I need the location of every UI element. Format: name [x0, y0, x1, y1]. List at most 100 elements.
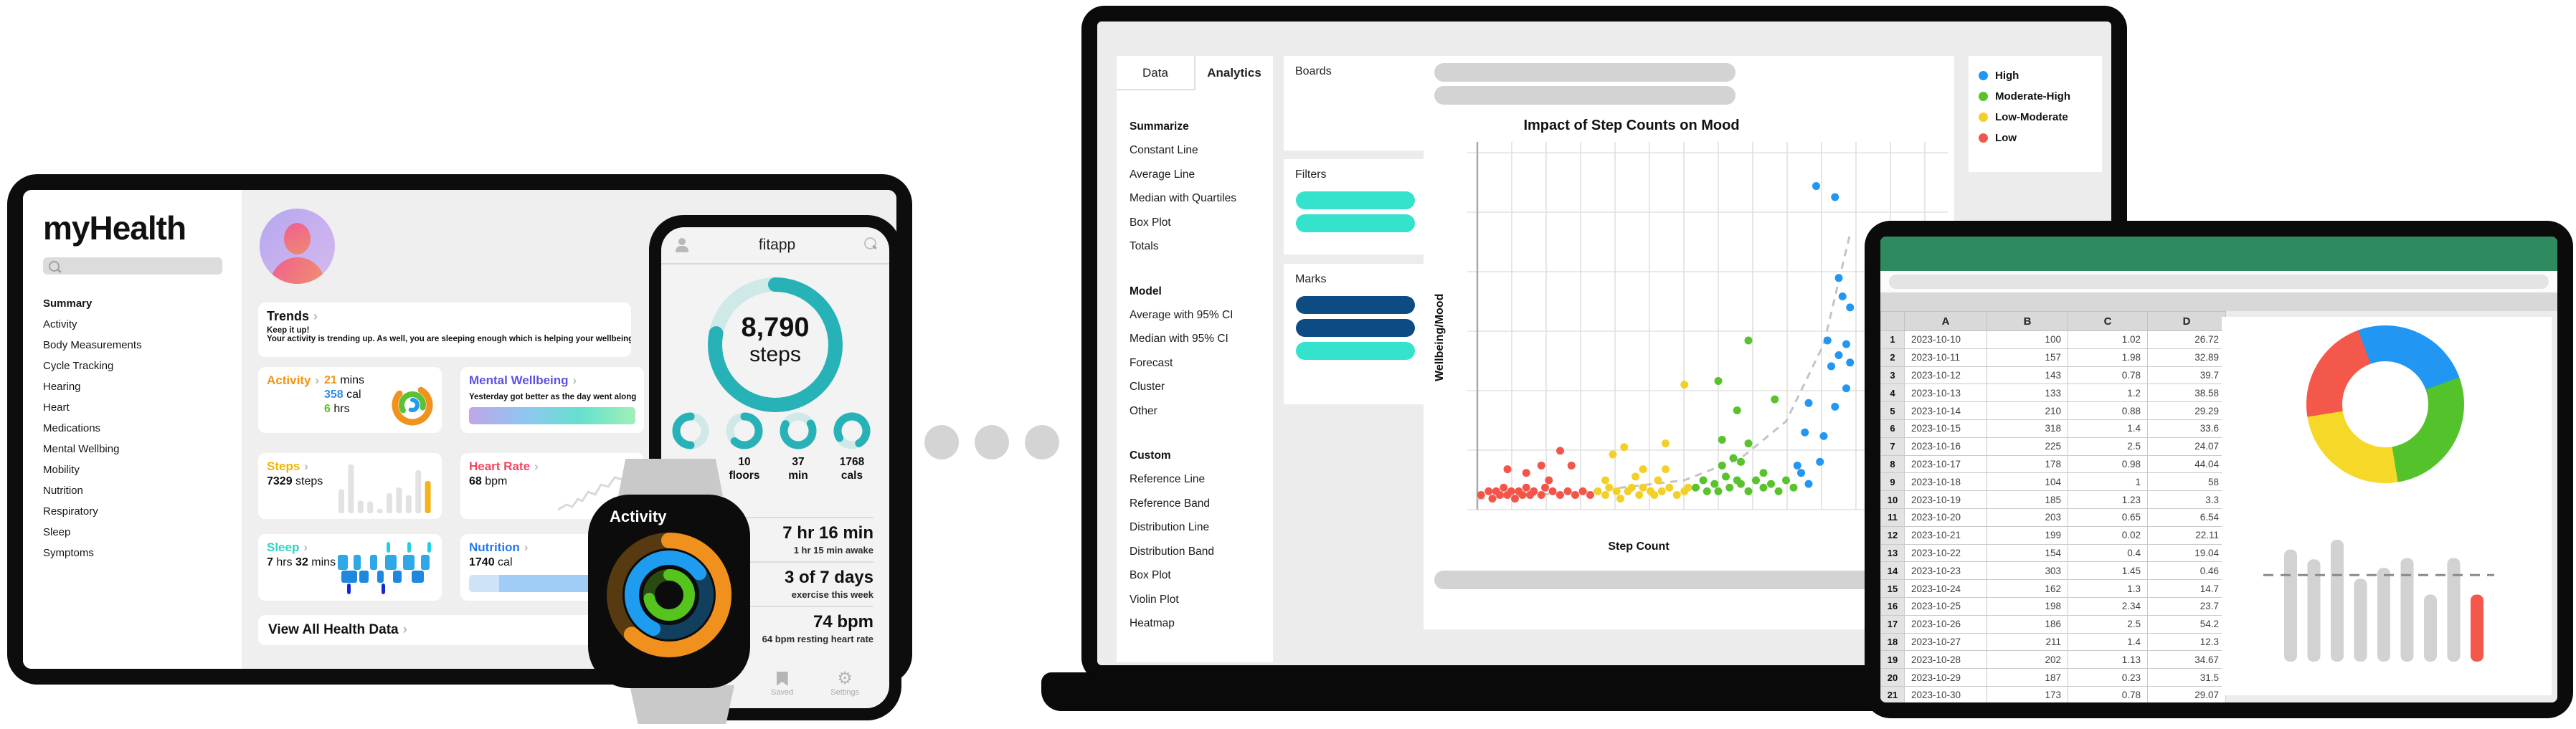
mark-pill[interactable]	[1296, 319, 1415, 337]
column-header-D[interactable]: D	[2147, 311, 2226, 331]
cell[interactable]: 1.13	[2068, 650, 2148, 670]
cell[interactable]: 0.65	[2068, 508, 2148, 527]
row-number[interactable]: 9	[1880, 472, 1905, 492]
cell[interactable]: 1	[2068, 472, 2148, 492]
row-number[interactable]: 17	[1880, 614, 1905, 634]
analytics-item-average-line[interactable]: Average Line	[1130, 168, 1195, 181]
mark-pill[interactable]	[1296, 296, 1415, 314]
analytics-item-median-with-quartiles[interactable]: Median with Quartiles	[1130, 192, 1237, 204]
row-number[interactable]: 3	[1880, 366, 1905, 385]
sleep-card[interactable]: Sleep 7 hrs 32 mins	[258, 534, 442, 601]
row-number[interactable]: 11	[1880, 508, 1905, 527]
cell[interactable]: 0.02	[2068, 525, 2148, 545]
mini-ring[interactable]	[833, 411, 871, 450]
cell[interactable]: 203	[1987, 508, 2068, 527]
analytics-item-distribution-band[interactable]: Distribution Band	[1130, 545, 1215, 558]
analytics-item-box-plot[interactable]: Box Plot	[1130, 216, 1171, 229]
analytics-item-box-plot[interactable]: Box Plot	[1130, 569, 1171, 581]
cell[interactable]: 0.78	[2068, 366, 2148, 385]
cell[interactable]: 3.3	[2147, 490, 2226, 509]
cell[interactable]: 1.3	[2068, 579, 2148, 598]
cell[interactable]: 0.23	[2068, 668, 2148, 687]
cell[interactable]: 186	[1987, 614, 2068, 634]
row-number[interactable]: 5	[1880, 401, 1905, 420]
cell[interactable]: 12.3	[2147, 632, 2226, 652]
sidebar-item-nutrition[interactable]: Nutrition	[43, 485, 83, 497]
row-number[interactable]: 15	[1880, 579, 1905, 598]
analytics-item-violin-plot[interactable]: Violin Plot	[1130, 593, 1179, 606]
row-number[interactable]: 13	[1880, 543, 1905, 563]
cell[interactable]: 2.5	[2068, 614, 2148, 634]
cell[interactable]: 32.89	[2147, 348, 2226, 367]
cell[interactable]: 225	[1987, 437, 2068, 456]
mini-ring[interactable]	[779, 411, 818, 450]
mental-wellbeing-card[interactable]: Mental Wellbeing Yesterday got better as…	[460, 367, 644, 433]
row-number[interactable]: 19	[1880, 650, 1905, 670]
cell[interactable]: 104	[1987, 472, 2068, 492]
row-number[interactable]: 21	[1880, 685, 1905, 702]
analytics-item-heatmap[interactable]: Heatmap	[1130, 617, 1175, 629]
row-number[interactable]: 20	[1880, 668, 1905, 687]
cell[interactable]: 58	[2147, 472, 2226, 492]
sidebar-item-respiratory[interactable]: Respiratory	[43, 505, 98, 518]
cell[interactable]: 39.7	[2147, 366, 2226, 385]
cell[interactable]: 2023-10-23	[1904, 561, 1987, 581]
cell[interactable]: 2023-10-24	[1904, 579, 1987, 598]
scrollbar-placeholder[interactable]	[1434, 571, 1941, 589]
cell[interactable]: 38.58	[2147, 383, 2226, 403]
row-number[interactable]: 12	[1880, 525, 1905, 545]
sidebar-item-mobility[interactable]: Mobility	[43, 464, 80, 476]
row-number[interactable]: 16	[1880, 596, 1905, 616]
cell[interactable]: 2023-10-30	[1904, 685, 1987, 702]
sidebar-item-mental-wellbing[interactable]: Mental Wellbing	[43, 443, 120, 455]
boards-panel[interactable]: Boards	[1284, 56, 1427, 151]
cell[interactable]: 2023-10-12	[1904, 366, 1987, 385]
sidebar-item-heart[interactable]: Heart	[43, 401, 70, 414]
analytics-item-cluster[interactable]: Cluster	[1130, 381, 1165, 393]
steps-card[interactable]: Steps 7329 steps	[258, 453, 442, 519]
cell[interactable]: 23.7	[2147, 596, 2226, 616]
row-number[interactable]: 8	[1880, 454, 1905, 474]
analytics-item-forecast[interactable]: Forecast	[1130, 356, 1173, 369]
cell[interactable]: 178	[1987, 454, 2068, 474]
cell[interactable]: 0.46	[2147, 561, 2226, 581]
analytics-item-distribution-line[interactable]: Distribution Line	[1130, 521, 1210, 533]
cell[interactable]: 44.04	[2147, 454, 2226, 474]
cell[interactable]: 2023-10-15	[1904, 419, 1987, 438]
cell[interactable]: 2023-10-26	[1904, 614, 1987, 634]
cell[interactable]: 173	[1987, 685, 2068, 702]
sidebar-item-cycle-tracking[interactable]: Cycle Tracking	[43, 360, 114, 372]
sidebar-item-activity[interactable]: Activity	[43, 318, 77, 330]
cell[interactable]: 26.72	[2147, 330, 2226, 349]
view-all-health-data-button[interactable]: View All Health Data	[258, 615, 631, 645]
search-icon[interactable]	[864, 237, 876, 253]
row-number[interactable]: 4	[1880, 383, 1905, 403]
cell[interactable]: 100	[1987, 330, 2068, 349]
sidebar-item-hearing[interactable]: Hearing	[43, 381, 81, 393]
row-number[interactable]: 1	[1880, 330, 1905, 349]
sidebar-item-medications[interactable]: Medications	[43, 422, 101, 434]
marks-panel[interactable]: Marks	[1284, 264, 1427, 404]
sidebar-item-symptoms[interactable]: Symptoms	[43, 547, 94, 559]
mini-ring[interactable]	[725, 411, 764, 450]
cell[interactable]: 31.5	[2147, 668, 2226, 687]
cell[interactable]: 198	[1987, 596, 2068, 616]
row-number[interactable]: 14	[1880, 561, 1905, 581]
cell[interactable]: 2023-10-18	[1904, 472, 1987, 492]
cell[interactable]: 22.11	[2147, 525, 2226, 545]
formula-bar[interactable]	[1880, 271, 2557, 292]
column-header-B[interactable]: B	[1987, 311, 2068, 331]
analytics-item-median-with-95-ci[interactable]: Median with 95% CI	[1130, 333, 1228, 345]
cell[interactable]: 2023-10-20	[1904, 508, 1987, 527]
filter-pill[interactable]	[1296, 214, 1415, 232]
cell[interactable]: 2023-10-21	[1904, 525, 1987, 545]
sidebar-item-summary[interactable]: Summary	[43, 297, 93, 310]
bar-chart[interactable]	[2243, 532, 2544, 668]
cell[interactable]: 1.4	[2068, 419, 2148, 438]
analytics-item-reference-line[interactable]: Reference Line	[1130, 473, 1206, 485]
analytics-item-average-with-95-ci[interactable]: Average with 95% CI	[1130, 308, 1233, 321]
data-grid[interactable]: A B C D 1 2023-10-10 100 1.02 26.72 2 2023-10-11 15…	[1880, 311, 2226, 702]
row-number[interactable]: 7	[1880, 437, 1905, 456]
analytics-item-reference-band[interactable]: Reference Band	[1130, 497, 1211, 510]
row-number[interactable]: 18	[1880, 632, 1905, 652]
